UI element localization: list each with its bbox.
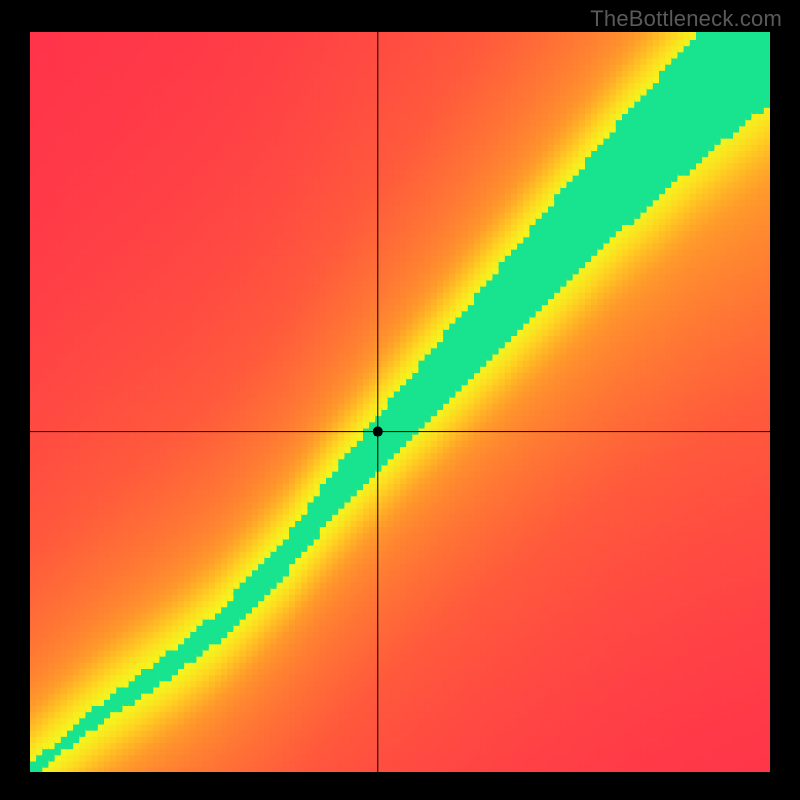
- chart-container: TheBottleneck.com: [0, 0, 800, 800]
- watermark-text: TheBottleneck.com: [590, 6, 782, 32]
- bottleneck-heatmap: [30, 32, 770, 772]
